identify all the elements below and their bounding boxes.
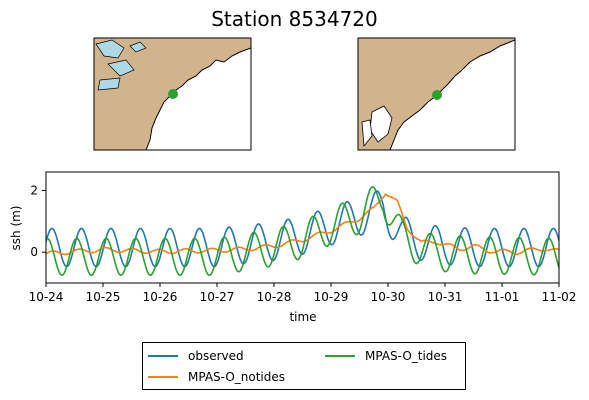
land-mass	[94, 38, 251, 150]
legend-swatch	[325, 355, 355, 357]
legend: observed MPAS-O_notides MPAS-O_tides	[142, 342, 466, 390]
x-tick-label: 10-29	[314, 290, 349, 304]
x-axis: 10-24 10-25 10-26 10-27 10-28 10-29 10-30 10-31…	[29, 283, 577, 304]
lake	[97, 77, 121, 91]
map-regional	[93, 37, 252, 151]
station-marker	[168, 89, 178, 99]
lake	[129, 41, 147, 53]
legend-item-observed: observed	[148, 347, 244, 365]
x-tick-label: 10-27	[200, 290, 235, 304]
lake	[95, 39, 125, 59]
series-layer	[46, 186, 559, 277]
legend-item-notides: MPAS-O_notides	[148, 368, 285, 386]
station-marker	[432, 90, 442, 100]
x-tick-label: 10-26	[143, 290, 178, 304]
y-tick-label: 2	[30, 184, 38, 198]
plot-frame	[45, 171, 560, 284]
x-tick-label: 10-25	[86, 290, 121, 304]
lake	[107, 59, 135, 77]
series-line-mpas-o-notides	[46, 193, 559, 256]
x-axis-label: time	[289, 310, 316, 324]
legend-label: observed	[188, 349, 244, 363]
timeseries-plot: 10-24 10-25 10-26 10-27 10-28 10-29 10-30 10-31…	[9, 171, 577, 324]
map-local	[357, 37, 516, 151]
figure-title: Station 8534720	[211, 7, 378, 31]
bay	[361, 119, 373, 148]
y-axis: 02	[30, 184, 46, 259]
legend-item-tides: MPAS-O_tides	[325, 347, 447, 365]
x-tick-label: 10-30	[371, 290, 406, 304]
x-tick-label: 11-01	[485, 290, 520, 304]
legend-swatch	[148, 376, 178, 378]
x-tick-label: 10-24	[29, 290, 64, 304]
x-tick-label: 10-31	[428, 290, 463, 304]
y-axis-label: ssh (m)	[9, 206, 23, 251]
x-tick-label: 10-28	[257, 290, 292, 304]
legend-label: MPAS-O_tides	[365, 349, 448, 363]
series-line-mpas-o-tides	[46, 186, 559, 277]
x-tick-label: 11-02	[542, 290, 577, 304]
legend-swatch	[148, 355, 178, 357]
legend-label: MPAS-O_notides	[188, 370, 285, 384]
series-line-observed	[46, 190, 559, 268]
y-tick-label: 0	[30, 245, 38, 259]
